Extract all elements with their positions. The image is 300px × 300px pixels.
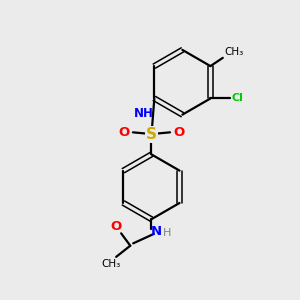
Text: O: O	[110, 220, 121, 233]
Text: CH₃: CH₃	[101, 259, 121, 269]
Text: S: S	[146, 127, 157, 142]
Text: Cl: Cl	[231, 94, 243, 103]
Text: N: N	[151, 225, 162, 239]
Text: CH₃: CH₃	[224, 47, 243, 57]
Text: O: O	[118, 126, 129, 139]
Text: NH: NH	[134, 106, 153, 119]
Text: O: O	[173, 126, 185, 139]
Text: H: H	[163, 228, 171, 238]
